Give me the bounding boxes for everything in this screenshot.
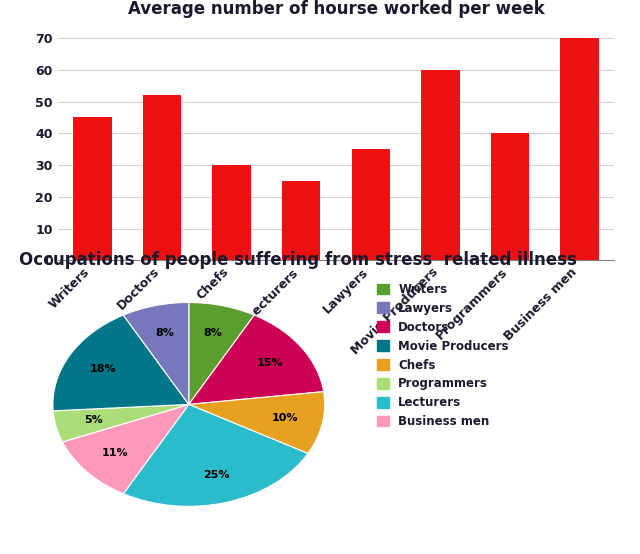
Bar (212, 165, 251, 260)
Wedge shape (189, 302, 254, 404)
Wedge shape (189, 315, 324, 404)
Bar (561, 38, 599, 260)
Wedge shape (53, 404, 189, 442)
Bar (143, 95, 181, 260)
Bar (421, 70, 460, 260)
Bar (491, 134, 529, 260)
Wedge shape (124, 302, 189, 404)
Text: 5%: 5% (84, 416, 102, 425)
Bar (351, 149, 390, 260)
Text: 15%: 15% (257, 358, 283, 368)
Legend: Writers, Lawyers, Doctors, Movie Producers, Chefs, Programmers, Lecturers, Busin: Writers, Lawyers, Doctors, Movie Produce… (377, 283, 509, 428)
Text: 8%: 8% (204, 329, 223, 338)
Bar (73, 117, 111, 260)
Text: 11%: 11% (102, 448, 129, 458)
Bar (282, 181, 321, 260)
Wedge shape (63, 404, 189, 494)
Wedge shape (124, 404, 308, 506)
Text: 8%: 8% (155, 329, 174, 338)
Wedge shape (53, 315, 189, 411)
Wedge shape (189, 392, 324, 454)
Title: Average number of hourse worked per week: Average number of hourse worked per week (127, 0, 545, 18)
Text: Occupations of people suffering from stress  related illness: Occupations of people suffering from str… (19, 251, 577, 269)
Text: 18%: 18% (90, 364, 116, 374)
Text: 25%: 25% (203, 470, 229, 480)
Text: 10%: 10% (271, 413, 298, 423)
